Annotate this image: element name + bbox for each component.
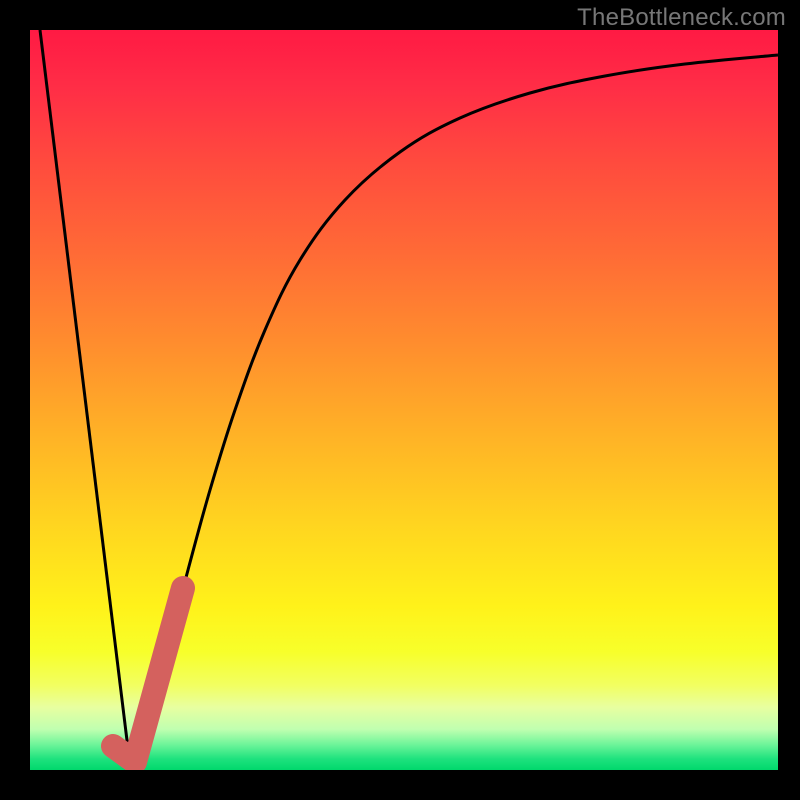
- watermark-text: TheBottleneck.com: [577, 4, 786, 32]
- chart-container: TheBottleneck.com: [0, 0, 800, 800]
- chart-svg: [0, 0, 800, 800]
